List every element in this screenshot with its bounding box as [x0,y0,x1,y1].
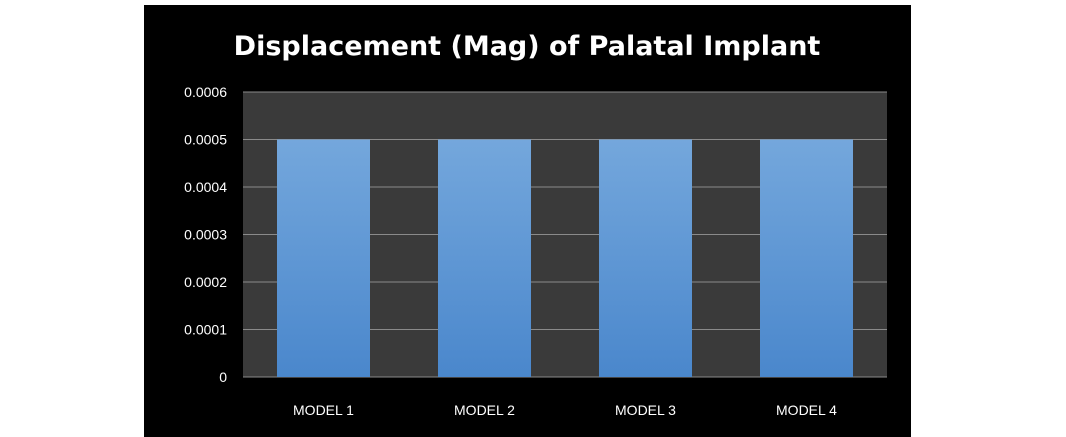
y-tick-label: 0 [219,369,227,385]
y-tick-label: 0.0001 [184,322,227,338]
bar-model-4 [760,139,853,377]
y-axis-ticks: 0 0.0001 0.0002 0.0003 0.0004 0.0005 0.0006 [184,84,227,385]
y-tick-label: 0.0006 [184,84,227,100]
x-category-label: MODEL 3 [615,402,676,418]
bar-model-1 [277,139,370,377]
chart-title: Displacement (Mag) of Palatal Implant [234,31,821,62]
bar-model-3 [599,139,692,377]
bars [277,139,853,377]
y-tick-label: 0.0002 [184,274,227,290]
x-category-label: MODEL 4 [776,402,837,418]
bar-model-2 [438,139,531,377]
y-tick-label: 0.0005 [184,132,227,148]
y-tick-label: 0.0003 [184,227,227,243]
bar-chart: Displacement (Mag) of Palatal Implant 00… [184,31,887,418]
y-tick-label: 0.0004 [184,179,227,195]
x-category-label: MODEL 2 [454,402,515,418]
x-axis-categories: MODEL 1 MODEL 2 MODEL 3 MODEL 4 [293,402,837,418]
x-category-label: MODEL 1 [293,402,354,418]
